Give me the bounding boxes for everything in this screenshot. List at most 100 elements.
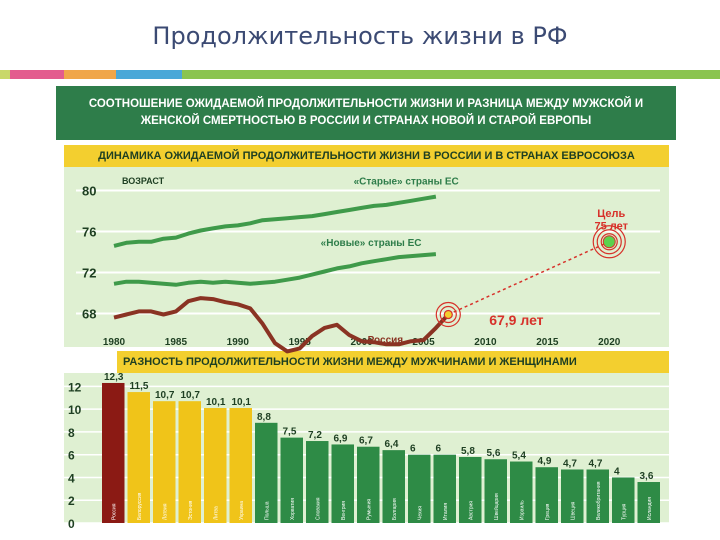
bar-y-tick-label: 0 (68, 517, 75, 531)
bar-value-label: 4,7 (563, 458, 577, 469)
bar-value-label: 6,4 (385, 439, 399, 450)
projection-line (447, 241, 610, 316)
strip-segment (182, 70, 720, 79)
strip-segment (0, 70, 10, 79)
bar-category-label: Швеция (570, 501, 576, 520)
bar-value-label: 10,7 (181, 390, 201, 401)
bar-value-label: 3,6 (640, 471, 654, 482)
bar-category-label: Белоруссия (137, 492, 143, 520)
bar-category-label: Италия (443, 503, 449, 520)
x-tick-label: 2015 (536, 337, 559, 348)
bar-value-label: 6,7 (359, 436, 373, 447)
bar (280, 437, 303, 523)
bar-value-label: 7,2 (308, 430, 322, 441)
y-tick-label: 76 (82, 225, 96, 240)
bar-category-label: Венгрия (341, 501, 347, 520)
bar (306, 441, 329, 523)
bar-y-tick-label: 8 (68, 426, 75, 440)
x-tick-label: 1985 (165, 337, 188, 348)
bar (510, 461, 533, 523)
line-chart-title: ДИНАМИКА ОЖИДАЕМОЙ ПРОДОЛЖИТЕЛЬНОСТИ ЖИЗ… (64, 145, 669, 167)
x-tick-label: 1995 (289, 337, 312, 348)
bar (204, 408, 227, 523)
bar (127, 392, 150, 523)
bar-category-label: Словакия (315, 497, 321, 520)
bar-value-label: 6,9 (334, 433, 348, 444)
bar (408, 454, 431, 523)
bar-value-label: 4 (614, 466, 620, 477)
series-line (113, 252, 437, 287)
bar (255, 422, 278, 523)
line-chart-panel (64, 167, 669, 347)
bar-value-label: 10,1 (206, 397, 226, 408)
series-line (113, 296, 450, 354)
bar (561, 469, 584, 523)
bar-category-label: Великобритания (596, 481, 602, 520)
bar-value-label: 4,9 (538, 456, 552, 467)
bar-value-label: 5,4 (512, 451, 526, 462)
y-axis-label: ВОЗРАСТ (122, 176, 165, 186)
y-tick-label: 72 (82, 266, 96, 281)
bar-y-tick-label: 12 (68, 380, 82, 394)
bar (178, 401, 201, 523)
bar-category-label: Израиль (519, 500, 525, 520)
bar (331, 444, 354, 523)
main-banner: СООТНОШЕНИЕ ОЖИДАЕМОЙ ПРОДОЛЖИТЕЛЬНОСТИ … (56, 86, 676, 140)
bar-value-label: 8,8 (257, 412, 271, 423)
bar-value-label: 6 (436, 444, 442, 455)
bar-category-label: Эстония (188, 500, 194, 520)
current-marker (439, 305, 457, 324)
bar-y-tick-label: 4 (68, 471, 75, 485)
current-label: 67,9 лет (489, 312, 543, 328)
bar-category-label: Литва (213, 506, 219, 520)
x-tick-label: 2005 (412, 337, 435, 348)
bar-category-label: Греция (545, 503, 551, 520)
bar-category-label: Румыния (366, 499, 372, 520)
target-ring (596, 229, 622, 255)
target-ring (600, 233, 618, 251)
series-label: «Новые» страны ЕС (321, 238, 422, 249)
bar-value-label: 10,1 (232, 397, 252, 408)
bar-category-label: Латвия (162, 503, 168, 520)
target-label: Цель (597, 208, 625, 220)
bar-value-label: 12,3 (104, 372, 124, 383)
current-marker (435, 301, 461, 328)
bar-category-label: Россия (111, 503, 117, 520)
bar-category-label: Исландия (647, 497, 653, 520)
bar-value-label: 10,7 (155, 390, 175, 401)
x-tick-label: 2020 (598, 337, 621, 348)
strip-segment (64, 70, 116, 79)
bar-category-label: Швейцария (493, 493, 500, 520)
bar-chart-title: РАЗНОСТЬ ПРОДОЛЖИТЕЛЬНОСТИ ЖИЗНИ МЕЖДУ М… (117, 351, 669, 373)
bar-value-label: 11,5 (130, 381, 149, 392)
series-line (113, 194, 437, 248)
bar (433, 454, 456, 523)
bar (357, 446, 380, 523)
y-tick-label: 68 (82, 307, 96, 322)
series-label: «Старые» страны ЕС (354, 176, 459, 187)
strip-segment (10, 70, 64, 79)
bar-category-label: Украина (239, 501, 245, 520)
target-ring (592, 225, 626, 259)
x-tick-label: 1990 (227, 337, 250, 348)
strip-segment (116, 70, 182, 79)
bar (484, 459, 507, 523)
x-tick-label: 2010 (474, 337, 497, 348)
x-tick-label: 1980 (103, 337, 126, 348)
bar-value-label: 4,7 (589, 458, 603, 469)
bar-category-label: Австрия (468, 501, 474, 520)
bar-category-label: Чехия (417, 506, 423, 520)
banner-line: ЖЕНСКОЙ СМЕРТНОСТЬЮ В РОССИИ И СТРАНАХ Н… (140, 115, 592, 127)
bar-value-label: 6 (410, 444, 416, 455)
bar (459, 456, 482, 523)
target-label: 75 лет (594, 220, 628, 232)
bar (612, 477, 635, 523)
bar-category-label: Турция (621, 503, 627, 520)
series-label: Россия (368, 335, 404, 346)
bar-value-label: 7,5 (283, 427, 297, 438)
y-tick-label: 80 (82, 184, 96, 199)
bar-value-label: 5,8 (461, 446, 475, 457)
bar-y-tick-label: 2 (68, 494, 75, 508)
bar-category-label: Польша (264, 501, 270, 520)
